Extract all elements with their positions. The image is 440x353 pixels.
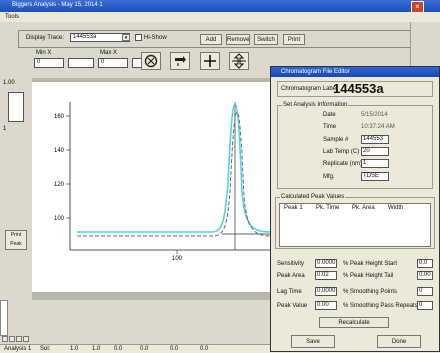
dialog-title-bar: Chromatogram File Editor: [271, 67, 439, 77]
param-label-height-start: % Peak Height Start: [343, 261, 398, 267]
analysis-info-group: Set Analysis Information: [277, 102, 433, 189]
field-label-sample: Sample #: [323, 137, 349, 143]
field-label-replicate: Replicate (nm): [323, 161, 363, 167]
status-item: 1.0: [70, 346, 79, 352]
switch-button[interactable]: Switch: [254, 34, 278, 45]
peak-values-group: Calculated Peak Values: [275, 194, 435, 249]
bottom-panel: [0, 300, 276, 352]
save-button[interactable]: Save: [291, 335, 335, 348]
recalculate-button[interactable]: Recalculate: [319, 317, 389, 328]
field-label-date: Date: [323, 112, 336, 118]
chromatogram-file-editor-dialog: Chromatogram File Editor Chromatogram La…: [270, 66, 440, 352]
list-scrollbar[interactable]: [0, 300, 8, 336]
remove-button[interactable]: Remove: [226, 34, 250, 45]
chrom-label-caption: Chromatogram Label: [281, 86, 338, 92]
y-tick-label: 120: [54, 182, 65, 188]
min-x-field[interactable]: 0: [34, 58, 64, 68]
y-tick-label: 140: [54, 148, 65, 154]
show-all-checkbox[interactable]: [135, 34, 142, 41]
chrom-label-box: [277, 81, 433, 97]
max-x-field[interactable]: 0: [98, 58, 128, 68]
nav-first-button[interactable]: [2, 336, 8, 342]
param-label-lag-time: Lag Time: [277, 289, 302, 295]
chevron-down-icon[interactable]: ▾: [122, 34, 130, 41]
height-tail-field[interactable]: 0.00: [417, 271, 433, 280]
left-strip: 1.00 1 Print Peak: [0, 78, 32, 300]
status-item: 0.0: [140, 346, 149, 352]
add-button[interactable]: Add: [200, 34, 222, 45]
peak-col-header: Pk. Time: [316, 205, 340, 211]
field-value-time: 10:37:24 AM: [361, 124, 395, 130]
max-x-label: Max X: [100, 50, 118, 56]
nav-last-button[interactable]: [23, 336, 29, 342]
status-item: 0.0: [170, 346, 179, 352]
status-item: Analysis 1: [4, 346, 32, 352]
status-item: 1.0: [92, 346, 101, 352]
field-label-time: Time: [323, 124, 337, 130]
y-tick-label: 100: [54, 216, 65, 222]
param-label-height-tail: % Peak Height Tail: [343, 273, 394, 279]
param-label-peak-area: Peak Area: [277, 273, 305, 279]
pan-icon[interactable]: [170, 52, 190, 70]
replicate-field[interactable]: 1: [361, 159, 389, 168]
min-x-label: Min X: [36, 50, 52, 56]
print-peak-button[interactable]: Print Peak: [5, 230, 27, 250]
peak-value-field[interactable]: 0.00: [315, 301, 337, 310]
toolbar-panel: Display Trace: 144553a ▾ Hi-Show Add Rem…: [0, 22, 440, 78]
sample-number-field[interactable]: 144553: [361, 135, 389, 144]
done-button[interactable]: Done: [377, 335, 421, 348]
display-trace-label: Display Trace:: [26, 35, 65, 41]
left-preview-box: [8, 92, 24, 122]
param-label-peak-value: Peak Value: [277, 303, 308, 309]
param-label-smoothing-repeats: % Smoothing Pass Repeats: [343, 303, 418, 309]
peak-col-header: Width: [388, 205, 404, 211]
menu-item-tools[interactable]: Tools: [5, 14, 20, 20]
trace-cyan: [77, 103, 273, 233]
min-x2-field[interactable]: [68, 58, 94, 68]
mfg-field[interactable]: TDSE: [361, 172, 389, 181]
plot-canvas: 160 140 120 100 100: [54, 102, 273, 262]
param-label-smoothing-points: % Smoothing Points: [343, 289, 398, 295]
peak-values-table[interactable]: Peak 1 Pk. Time Pk. Area Width: [279, 203, 431, 247]
x-tick-label: 100: [172, 256, 183, 262]
lab-temp-field[interactable]: 20: [361, 147, 389, 156]
zoom-in-icon[interactable]: [200, 52, 220, 70]
print-button[interactable]: Print: [283, 34, 305, 45]
peak-col-header: Pk. Area: [352, 205, 375, 211]
right-edge-panel: [410, 22, 440, 66]
window-title: Biggers Analysis - May 15, 2014 1: [12, 2, 103, 8]
nav-prev-button[interactable]: [9, 336, 15, 342]
field-label-lab-temp: Lab Temp (C): [323, 149, 360, 155]
status-item: 0.0: [114, 346, 123, 352]
chromatogram-plot: 160 140 120 100 100: [32, 82, 273, 292]
peak-col-header: Peak 1: [284, 205, 303, 211]
move-icon[interactable]: [229, 52, 249, 70]
display-trace-value: 144553a: [73, 34, 97, 40]
peak-area-field[interactable]: 0.02: [315, 271, 337, 280]
trace-gray: [77, 111, 273, 237]
lag-time-field[interactable]: 0.0000: [315, 287, 337, 296]
display-trace-select[interactable]: 144553a: [70, 33, 130, 42]
status-bar: Analysis 1 Sol: 1.0 1.0 0.0 0.0 0.0 0.0: [0, 344, 440, 353]
left-mid-label: 1: [3, 126, 7, 132]
smoothing-points-field[interactable]: 0: [417, 287, 433, 296]
param-label-sensitivity: Sensitivity: [277, 261, 305, 267]
field-label-mfg: Mfg.: [323, 174, 335, 180]
reset-zoom-icon[interactable]: [141, 52, 161, 70]
left-top-label: 1.00: [3, 80, 15, 86]
status-item: 0.0: [200, 346, 209, 352]
status-item: Sol:: [40, 346, 51, 352]
show-all-label: Hi-Show: [144, 35, 167, 41]
chrom-label-value: 144553a: [333, 81, 384, 96]
analysis-info-caption: Set Analysis Information: [282, 102, 349, 108]
height-start-field[interactable]: 0.0: [417, 259, 433, 268]
dialog-title: Chromatogram File Editor: [281, 69, 350, 75]
smoothing-repeats-field[interactable]: 0: [417, 301, 433, 310]
nav-next-button[interactable]: [16, 336, 22, 342]
field-value-date: 5/15/2014: [361, 112, 388, 118]
sensitivity-field[interactable]: 0.0000: [315, 259, 337, 268]
y-tick-label: 160: [54, 114, 65, 120]
peak-values-caption: Calculated Peak Values: [280, 194, 346, 200]
window-title-bar: Biggers Analysis - May 15, 2014 1: [0, 0, 440, 12]
